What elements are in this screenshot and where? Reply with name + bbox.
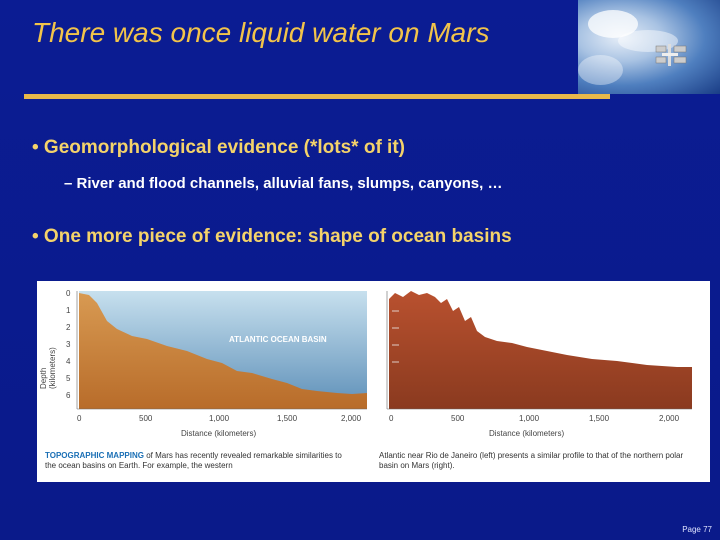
slide-title: There was once liquid water on Mars xyxy=(32,17,490,48)
left-x-axis-title: Distance (kilometers) xyxy=(181,429,257,438)
y-axis-title: Depth (kilometers) xyxy=(39,347,57,389)
basin-profiles xyxy=(76,291,692,410)
right-x-tick-3: 1,500 xyxy=(589,414,610,423)
atlantic-label: ATLANTIC OCEAN BASIN xyxy=(229,335,327,344)
y-tick-2: 2 xyxy=(66,323,71,332)
title-underline xyxy=(24,94,610,99)
right-x-tick-1: 500 xyxy=(451,414,465,423)
left-x-tick-4: 2,000 xyxy=(341,414,362,423)
y-tick-5: 5 xyxy=(66,374,71,383)
bullet-1: • Geomorphological evidence (*lots* of i… xyxy=(32,137,405,158)
station-icon xyxy=(655,44,687,66)
y-tick-1: 1 xyxy=(66,306,71,315)
caption-left-body: of Mars has recently revealed remarkable… xyxy=(45,451,342,470)
left-x-tick-3: 1,500 xyxy=(277,414,298,423)
sub-bullet-1: – River and flood channels, alluvial fan… xyxy=(64,175,503,192)
y-tick-6: 6 xyxy=(66,391,71,400)
y-tick-4: 4 xyxy=(66,357,71,366)
left-x-tick-1: 500 xyxy=(139,414,153,423)
right-x-tick-0: 0 xyxy=(389,414,394,423)
left-x-tick-2: 1,000 xyxy=(209,414,230,423)
space-station-photo xyxy=(578,0,720,94)
y-tick-0: 0 xyxy=(66,289,71,298)
page-number: Page 77 xyxy=(682,525,712,534)
caption-left: TOPOGRAPHIC MAPPING of Mars has recently… xyxy=(45,451,345,471)
mars-terrain xyxy=(389,291,692,409)
caption-right: Atlantic near Rio de Janeiro (left) pres… xyxy=(379,451,684,470)
right-x-tick-2: 1,000 xyxy=(519,414,540,423)
atlantic-seafloor xyxy=(79,293,367,409)
bullet-2: • One more piece of evidence: shape of o… xyxy=(32,226,512,247)
basin-comparison-figure: Depth (kilometers) 0 1 2 3 4 5 6 ATLANTI… xyxy=(37,281,710,482)
mars-label: NORTHERN POLAR BASIN ON MARS xyxy=(507,335,650,344)
left-x-tick-0: 0 xyxy=(77,414,82,423)
right-x-tick-4: 2,000 xyxy=(659,414,680,423)
right-x-axis-title: Distance (kilometers) xyxy=(489,429,565,438)
y-tick-3: 3 xyxy=(66,340,71,349)
caption-head: TOPOGRAPHIC MAPPING xyxy=(45,451,144,460)
